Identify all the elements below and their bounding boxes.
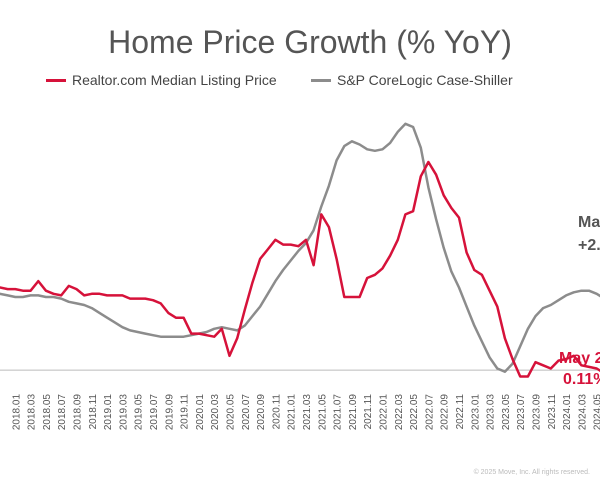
legend-swatch-realtor [46,78,66,82]
x-tick-label: 2018.05 [42,394,53,431]
annotation-realtor: 0.11% [563,371,600,388]
x-tick-label: 2019.05 [134,394,145,431]
legend-swatch-case-shiller [311,78,331,82]
annotation-case-shiller: +2. [578,237,600,254]
x-tick-label: 2024.05 [593,394,600,431]
x-tick-label: 2021.01 [287,394,298,431]
x-tick-label: 2023.03 [486,394,497,431]
x-tick-label: 2024.03 [577,394,588,431]
x-tick-label: 2022.11 [455,394,466,430]
x-tick-label: 2023.01 [470,394,481,431]
x-tick-label: 2022.07 [424,394,435,431]
x-tick-label: 2022.05 [409,394,420,431]
x-tick-label: 2020.01 [195,394,206,431]
annotation-realtor: May 2 [559,350,600,367]
chart-title: Home Price Growth (% YoY) [108,24,512,60]
x-tick-label: 2020.11 [271,394,282,430]
series-line-case-shiller [0,122,600,373]
x-tick-label: 2021.11 [363,394,374,430]
x-tick-label: 2018.01 [11,394,22,431]
x-tick-label: 2018.11 [88,394,99,430]
legend-item-realtor: Realtor.com Median Listing Price [46,72,277,88]
legend: Realtor.com Median Listing Price S&P Cor… [0,72,600,92]
x-tick-label: 2020.07 [241,394,252,431]
x-tick-label: 2021.07 [333,394,344,431]
annotation-case-shiller: Ma [578,214,600,231]
legend-label-realtor: Realtor.com Median Listing Price [72,72,277,88]
x-tick-label: 2019.11 [180,394,191,430]
x-tick-label: 2018.09 [73,394,84,431]
x-tick-label: 2021.03 [302,394,313,431]
x-tick-label: 2024.01 [562,394,573,431]
legend-item-case-shiller: S&P CoreLogic Case-Shiller [311,72,513,88]
x-tick-label: 2022.09 [440,394,451,431]
x-tick-label: 2022.01 [379,394,390,431]
x-tick-label: 2019.07 [149,394,160,431]
x-tick-label: 2021.09 [348,394,359,431]
x-tick-label: 2020.05 [226,394,237,431]
x-tick-label: 2023.07 [516,394,527,431]
x-tick-label: 2018.03 [27,394,38,431]
x-tick-label: 2020.03 [210,394,221,431]
x-tick-label: 2023.05 [501,394,512,431]
copyright-footer: © 2025 Move, Inc. All rights reserved. [473,469,590,476]
x-tick-label: 2019.01 [103,394,114,431]
x-tick-label: 2020.09 [256,394,267,431]
x-tick-label: 2019.09 [164,394,175,431]
x-tick-label: 2023.09 [532,394,543,431]
x-tick-label: 2022.03 [394,394,405,431]
x-tick-label: 2018.07 [57,394,68,431]
x-tick-label: 2023.11 [547,394,558,430]
x-tick-label: 2021.05 [317,394,328,431]
x-tick-label: 2019.03 [118,394,129,431]
legend-label-case-shiller: S&P CoreLogic Case-Shiller [337,72,513,88]
series-line-realtor [0,160,600,378]
